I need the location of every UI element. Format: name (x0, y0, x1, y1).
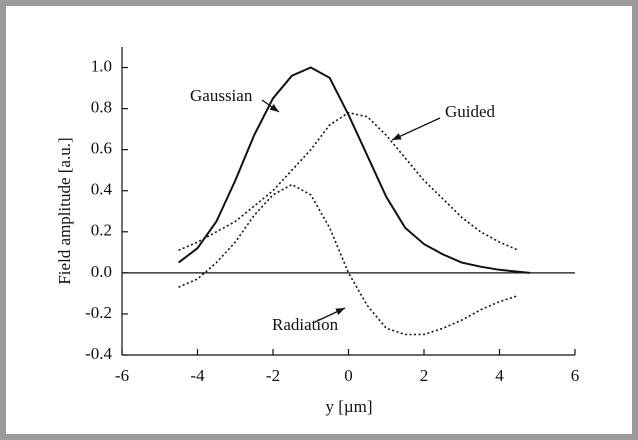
x-tick-label: -6 (115, 366, 129, 385)
arrow-head (392, 133, 402, 140)
y-tick-label: -0.2 (85, 303, 112, 322)
y-axis-label: Field amplitude [a.u.] (55, 137, 74, 284)
x-tick-label: 2 (420, 366, 429, 385)
y-tick-label: 0.6 (91, 139, 112, 158)
curve-label: Gaussian (190, 86, 253, 105)
y-tick-label: 0.4 (91, 180, 113, 199)
x-tick-label: -4 (190, 366, 205, 385)
series-line (177, 66, 530, 274)
y-tick-label: 0.8 (91, 98, 112, 117)
y-tick-label: 1.0 (91, 56, 112, 75)
y-tick-label: 0.0 (91, 262, 112, 281)
curve-label: Radiation (272, 315, 339, 334)
y-tick-label: 0.2 (91, 221, 112, 240)
x-axis-label: y [µm] (325, 397, 372, 416)
x-tick-label: -2 (266, 366, 280, 385)
x-tick-label: 4 (495, 366, 504, 385)
x-tick-label: 0 (344, 366, 353, 385)
x-tick-label: 6 (571, 366, 580, 385)
series-line (178, 183, 519, 336)
arrow-head (335, 308, 345, 315)
curve-label: Guided (445, 102, 496, 121)
y-tick-label: -0.4 (85, 344, 112, 363)
arrow-head (269, 103, 279, 112)
